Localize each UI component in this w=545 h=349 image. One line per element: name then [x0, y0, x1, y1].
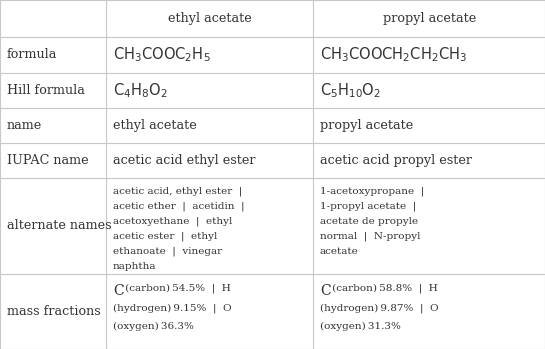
Text: $\mathrm{CH_3COOCH_2CH_2CH_3}$: $\mathrm{CH_3COOCH_2CH_2CH_3}$ [320, 46, 467, 64]
Text: alternate names: alternate names [7, 220, 111, 232]
Text: 1-propyl acetate  |: 1-propyl acetate | [320, 202, 416, 211]
Text: C: C [320, 284, 330, 298]
Text: (oxygen) 31.3%: (oxygen) 31.3% [320, 322, 401, 331]
Text: IUPAC name: IUPAC name [7, 154, 88, 167]
Text: (hydrogen) 9.87%  |  O: (hydrogen) 9.87% | O [320, 303, 439, 313]
Text: acetoxyethane  |  ethyl: acetoxyethane | ethyl [113, 217, 232, 226]
Text: naphtha: naphtha [113, 262, 156, 271]
Text: $\mathrm{C_4H_8O_2}$: $\mathrm{C_4H_8O_2}$ [113, 81, 167, 100]
Text: acetic ether  |  acetidin  |: acetic ether | acetidin | [113, 202, 245, 211]
Text: (hydrogen) 9.15%  |  O: (hydrogen) 9.15% | O [113, 303, 232, 313]
Text: acetate de propyle: acetate de propyle [320, 217, 418, 226]
Text: (carbon) 54.5%  |  H: (carbon) 54.5% | H [123, 284, 231, 294]
Text: $\mathrm{CH_3COOC_2H_5}$: $\mathrm{CH_3COOC_2H_5}$ [113, 46, 210, 64]
Text: formula: formula [7, 49, 57, 61]
Text: name: name [7, 119, 42, 132]
Text: C: C [113, 284, 123, 298]
Text: Hill formula: Hill formula [7, 84, 84, 97]
Text: propyl acetate: propyl acetate [320, 119, 413, 132]
Text: acetate: acetate [320, 247, 359, 256]
Text: acetic acid, ethyl ester  |: acetic acid, ethyl ester | [113, 187, 242, 196]
Text: 1-acetoxypropane  |: 1-acetoxypropane | [320, 187, 424, 196]
Text: ethyl acetate: ethyl acetate [113, 119, 197, 132]
Text: propyl acetate: propyl acetate [383, 12, 476, 25]
Text: mass fractions: mass fractions [7, 305, 100, 318]
Text: (oxygen) 36.3%: (oxygen) 36.3% [113, 322, 193, 331]
Text: ethyl acetate: ethyl acetate [168, 12, 252, 25]
Text: normal  |  N-propyl: normal | N-propyl [320, 232, 420, 241]
Text: (carbon) 58.8%  |  H: (carbon) 58.8% | H [330, 284, 438, 294]
Text: acetic ester  |  ethyl: acetic ester | ethyl [113, 232, 217, 241]
Text: ethanoate  |  vinegar: ethanoate | vinegar [113, 247, 222, 256]
Text: $\mathrm{C_5H_{10}O_2}$: $\mathrm{C_5H_{10}O_2}$ [320, 81, 381, 100]
Text: acetic acid propyl ester: acetic acid propyl ester [320, 154, 472, 167]
Text: acetic acid ethyl ester: acetic acid ethyl ester [113, 154, 255, 167]
